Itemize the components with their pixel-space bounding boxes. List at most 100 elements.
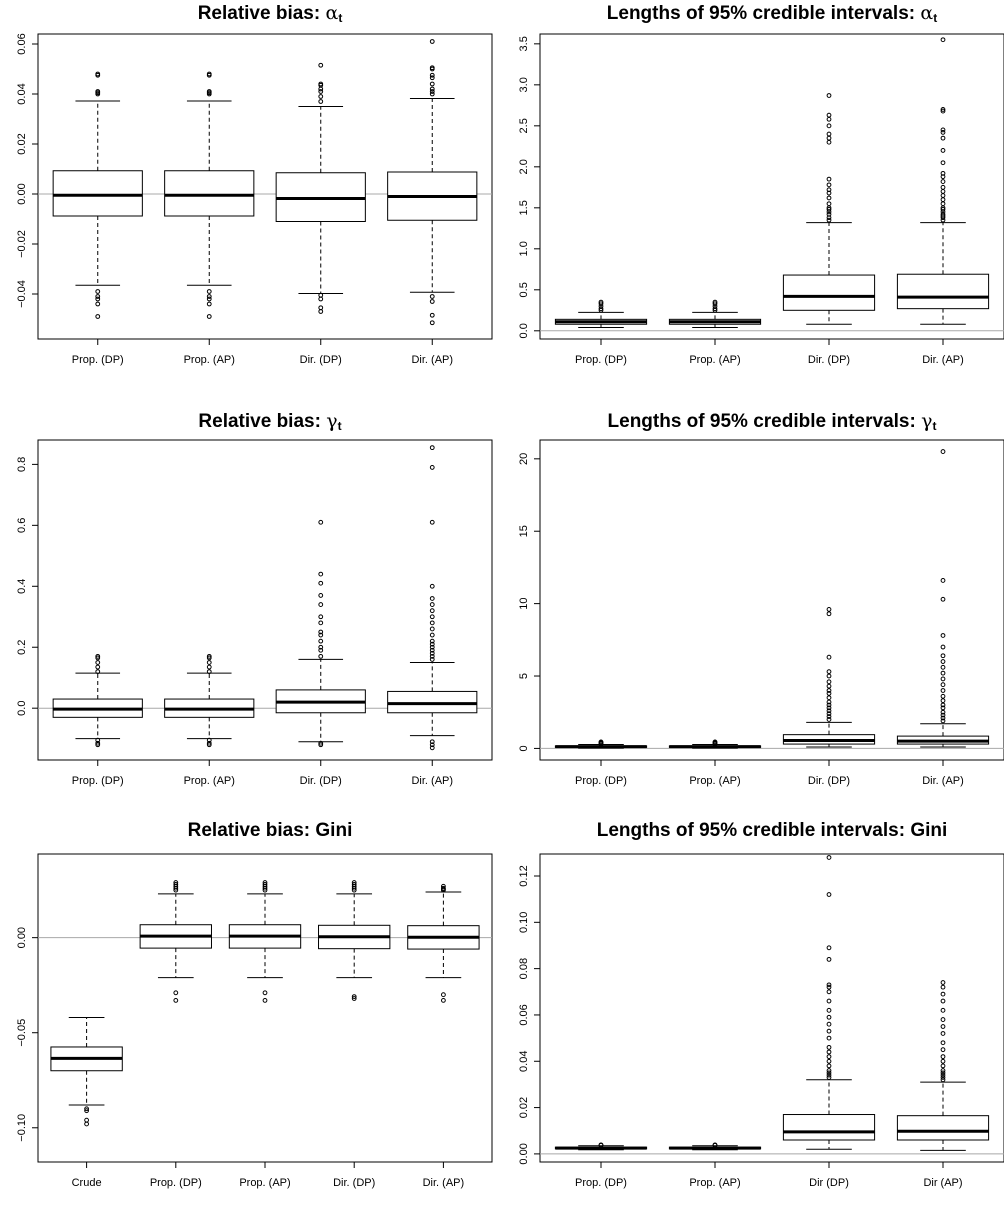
outlier-point [940, 127, 946, 133]
outlier-point [940, 193, 946, 198]
box-4 [896, 980, 990, 1151]
outlier-point [84, 1108, 89, 1114]
outlier-point [826, 1075, 832, 1080]
outlier-point [429, 742, 435, 748]
outlier-point [826, 139, 832, 145]
outlier-point [826, 1021, 832, 1027]
x-tick-label: Prop. (DP) [150, 1177, 202, 1189]
outlier-point [429, 91, 435, 97]
outlier-point [826, 1035, 832, 1041]
outlier-point [940, 1054, 946, 1060]
outlier-point [826, 683, 832, 689]
outlier-point [429, 445, 435, 451]
panel-title: Relative bias: Gini [38, 818, 502, 844]
outlier-point [318, 62, 324, 68]
outlier-point [940, 189, 946, 194]
y-tick-label: 0.08 [518, 958, 530, 979]
outlier-point [940, 1077, 946, 1083]
outlier-point [940, 633, 946, 638]
outlier-point [826, 1058, 832, 1064]
iqr-box [782, 1114, 876, 1141]
outlier-point [598, 739, 604, 745]
outlier-point [318, 742, 324, 748]
outlier-point [318, 86, 324, 92]
x-tick-label: Dir. (DP) [808, 775, 850, 787]
x-tick-label: Prop. (AP) [184, 775, 235, 787]
outlier-point [940, 135, 946, 141]
outlier-point [940, 578, 946, 583]
box-3 [275, 62, 366, 314]
iqr-box [52, 170, 143, 217]
outlier-point [826, 699, 832, 705]
outlier-point [262, 880, 268, 885]
y-tick-label: 0.2 [16, 640, 28, 655]
outlier-point [826, 998, 832, 1004]
outlier-point [318, 99, 324, 104]
outlier-point [351, 996, 357, 1001]
iqr-box [896, 1115, 990, 1141]
outlier-point [351, 994, 357, 999]
outlier-point [826, 654, 832, 660]
outlier-point [940, 709, 946, 715]
outlier-point [940, 998, 946, 1004]
outlier-point [173, 882, 179, 887]
panel-title: Relative bias: αt [38, 0, 502, 26]
outlier-point [95, 742, 101, 748]
plot-frame [539, 853, 1004, 1163]
box-4 [318, 880, 391, 1001]
plot-frame [539, 33, 1004, 340]
x-tick-label: Crude [72, 1177, 102, 1189]
outlier-point [940, 108, 946, 114]
outlier-point [429, 638, 435, 644]
outlier-point [318, 638, 324, 644]
y-tick-label: 0.0 [518, 323, 530, 338]
outlier-point [318, 519, 324, 525]
outlier-point [429, 657, 435, 662]
outlier-point [826, 989, 832, 995]
box-4 [387, 39, 478, 326]
outlier-point [826, 1014, 832, 1020]
outlier-point [826, 679, 832, 685]
y-tick-label: 0.4 [16, 579, 28, 594]
panel-alpha-ci-length: Lengths of 95% credible intervals: αt 0.… [502, 0, 1004, 406]
outlier-point [826, 669, 832, 675]
outlier-point [351, 882, 357, 887]
title-text: Relative bias: Gini [187, 820, 353, 841]
x-tick-label: Dir. (DP) [333, 1177, 375, 1189]
panel-gamma-bias: Relative bias: γt 0.0 0.2 0.4 0.6 0.8 Prop. (… [0, 406, 502, 812]
outlier-point [826, 611, 832, 617]
outlier-point [940, 664, 946, 670]
outlier-point [826, 714, 832, 719]
title-text: Relative bias: [197, 3, 326, 24]
outlier-point [318, 305, 324, 311]
outlier-point [429, 519, 435, 525]
box-2 [668, 739, 762, 749]
box-1 [52, 71, 143, 319]
title-symbol: α [920, 2, 934, 24]
outlier-point [95, 653, 101, 659]
outlier-point [826, 131, 832, 137]
outlier-point [441, 997, 446, 1003]
outlier-point [318, 580, 324, 586]
outlier-point [940, 596, 946, 602]
outlier-point [429, 614, 435, 620]
outlier-point [318, 647, 324, 653]
outlier-point [940, 702, 946, 708]
outlier-point [940, 1047, 946, 1053]
outlier-point [940, 676, 946, 682]
y-tick-label: 0 [518, 745, 530, 751]
y-tick-label: 0.0 [16, 701, 28, 716]
outlier-point [206, 296, 212, 302]
y-tick-label: 0.04 [518, 1051, 530, 1072]
y-tick-label: 0.04 [16, 83, 28, 104]
outlier-point [429, 320, 435, 326]
outlier-point [441, 883, 446, 889]
outlier-point [206, 294, 212, 299]
outlier-point [429, 294, 435, 299]
box-1 [554, 1142, 648, 1151]
outlier-point [429, 72, 435, 78]
outlier-point [940, 129, 946, 135]
outlier-point [940, 211, 946, 217]
y-tick-label: −0.05 [16, 1019, 28, 1047]
outlier-point [826, 215, 832, 221]
